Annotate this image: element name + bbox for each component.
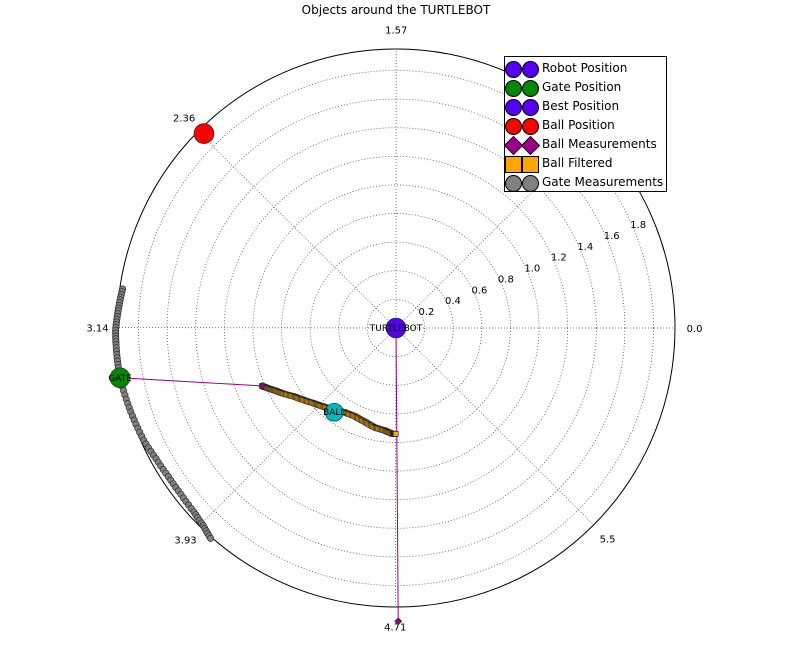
r-grid-circle [309, 241, 483, 415]
legend-entry: Ball Measurements [503, 135, 668, 156]
legend-label: Ball Position [542, 118, 615, 132]
legend: Robot Position Gate Position Best Position… [503, 56, 668, 193]
r-tick-label: 1.2 [551, 253, 567, 264]
gate-position-marker [109, 367, 131, 389]
r-tick-label: 1.0 [524, 264, 540, 275]
legend-entry: Best Position [505, 98, 668, 117]
r-grid-circle [366, 298, 426, 358]
legend-entry: Ball Position [505, 117, 668, 136]
legend-label: Best Position [542, 99, 620, 113]
theta-grid-line [395, 327, 595, 526]
legend-marker-icon [522, 118, 539, 135]
legend-marker-icon [505, 61, 522, 78]
legend-marker-icon [522, 80, 539, 97]
robot-position-marker [385, 317, 407, 339]
legend-marker-icon [522, 99, 539, 116]
annotations: BALL TURTLEBOT GATE [108, 324, 423, 418]
legend-label: Ball Measurements [542, 137, 657, 151]
theta-tick-label: 2.36 [173, 114, 195, 125]
r-tick-label: 0.6 [471, 285, 487, 296]
gate-measurement-point [207, 534, 215, 542]
legend-entry: Ball Filtered [505, 155, 668, 174]
theta-grid-line [199, 327, 397, 527]
theta-tick-label: 1.57 [385, 25, 407, 36]
chart-title: Objects around the TURTLEBOT [302, 3, 491, 17]
legend-marker-icon [505, 80, 522, 97]
legend-entry: Gate Position [505, 79, 668, 98]
ball-measurement-point [258, 382, 266, 390]
r-tick-label: 0.8 [498, 274, 514, 285]
r-grid-circle [252, 184, 540, 472]
ball-filtered-point [392, 431, 399, 437]
legend-label: Robot Position [542, 61, 628, 75]
legend-marker-icon [505, 156, 522, 173]
r-tick-label: 0.4 [445, 296, 461, 307]
r-grid-circle [138, 70, 654, 586]
ball-position-marker [193, 123, 215, 144]
r-tick-label: 0.2 [419, 307, 435, 318]
legend-marker-icon [522, 61, 539, 78]
r-tick-label: 1.6 [604, 231, 620, 242]
theta-tick-label: 3.14 [86, 324, 108, 335]
theta-tick-label: 3.93 [174, 536, 196, 547]
ball-marker [324, 402, 344, 422]
theta-tick-label: 4.71 [384, 623, 406, 634]
legend-label: Gate Position [542, 80, 622, 94]
point-annotation: TURTLEBOT [369, 324, 423, 334]
legend-label: Ball Filtered [542, 156, 613, 170]
legend-entry: Robot Position [505, 60, 668, 79]
axis-ticks: 0.2 0.4 0.6 0.8 1.0 1.2 1.4 1.6 1.8 0.0 1.57 2.36 3.… [86, 25, 702, 633]
legend-marker-icon [522, 156, 539, 173]
r-grid-circle [195, 127, 597, 529]
measurement-line [119, 377, 263, 387]
legend-marker-icon [505, 118, 522, 135]
ball-measurement-point [394, 617, 403, 626]
theta-grid-line [197, 131, 397, 329]
ball-annotation: BALL [323, 408, 345, 418]
data-markers [109, 123, 407, 626]
r-tick-label: 1.8 [630, 220, 646, 231]
legend-label: Gate Measurements [542, 175, 664, 189]
measurement-line [395, 327, 399, 622]
point-annotation: GATE [108, 374, 132, 384]
legend-marker-icon [505, 99, 522, 116]
r-tick-label: 1.4 [577, 242, 593, 253]
measurement-lines [119, 327, 399, 622]
theta-tick-label: 0.0 [687, 324, 703, 335]
theta-tick-label: 5.5 [600, 535, 616, 546]
legend-marker-icon [522, 175, 539, 192]
legend-marker-icon [520, 135, 541, 156]
legend-marker-icon [505, 175, 522, 192]
legend-entry: Gate Measurements [505, 174, 668, 193]
